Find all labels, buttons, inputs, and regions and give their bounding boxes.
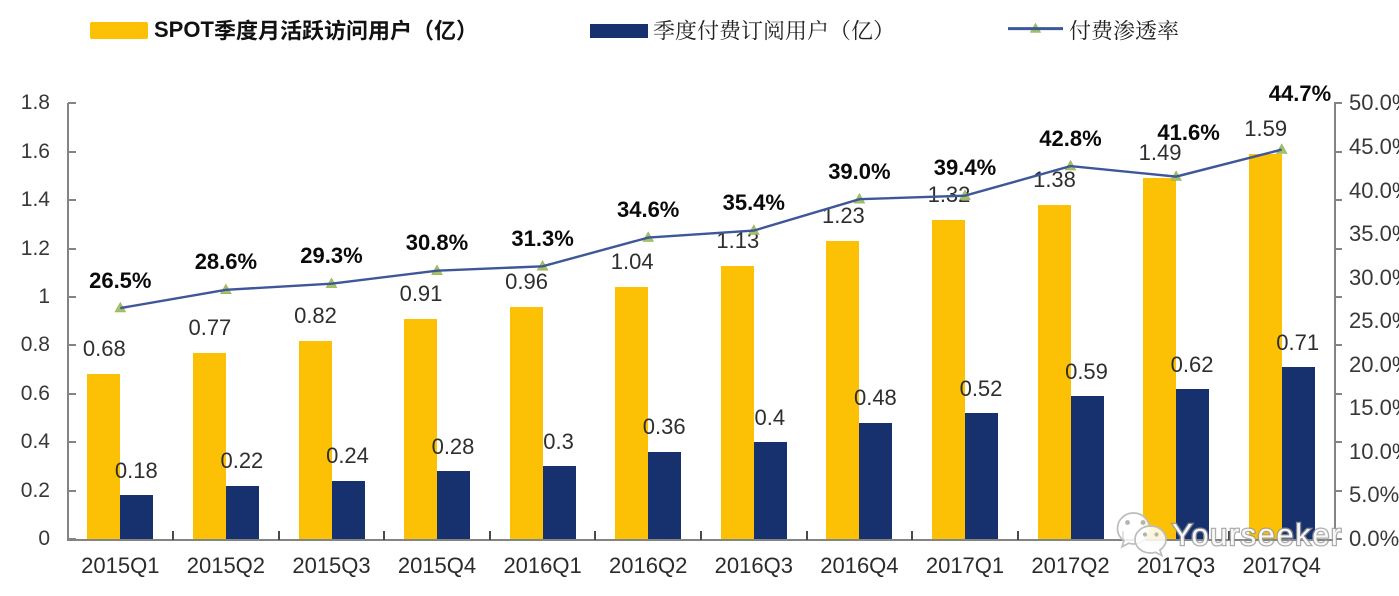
svg-text:Yourseeker: Yourseeker	[1172, 517, 1343, 552]
